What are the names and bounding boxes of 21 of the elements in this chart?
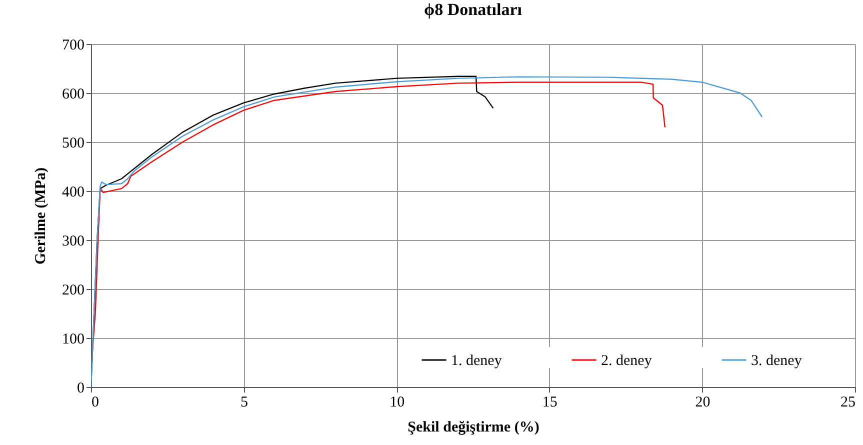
x-axis-title: Şekil değiştirme (%) [408, 420, 540, 436]
legend-label: 2. deney [601, 353, 652, 369]
line-series [91, 76, 763, 387]
y-tick-label: 300 [62, 234, 84, 250]
x-tick-label: 20 [695, 394, 710, 410]
x-tick-label: 0 [92, 394, 99, 410]
y-tick-label: 100 [62, 332, 84, 348]
x-tick-label: 25 [840, 394, 856, 410]
chart-title: ϕ8 Donatıları [424, 0, 522, 19]
y-tick-label: 700 [62, 38, 84, 54]
legend-label: 3. deney [751, 353, 802, 369]
x-tick-label: 5 [240, 394, 248, 410]
x-tick-label: 10 [390, 394, 405, 410]
x-tick-label: 15 [542, 394, 558, 410]
y-tick-label: 400 [62, 184, 84, 200]
y-axis-title: Gerilme (MPa) [33, 167, 49, 265]
y-tick-label: 600 [62, 86, 84, 102]
legend-label: 1. deney [451, 353, 502, 369]
y-tick-label: 200 [62, 282, 84, 298]
y-tick-label: 500 [62, 136, 84, 152]
y-tick-label: 0 [77, 380, 84, 396]
